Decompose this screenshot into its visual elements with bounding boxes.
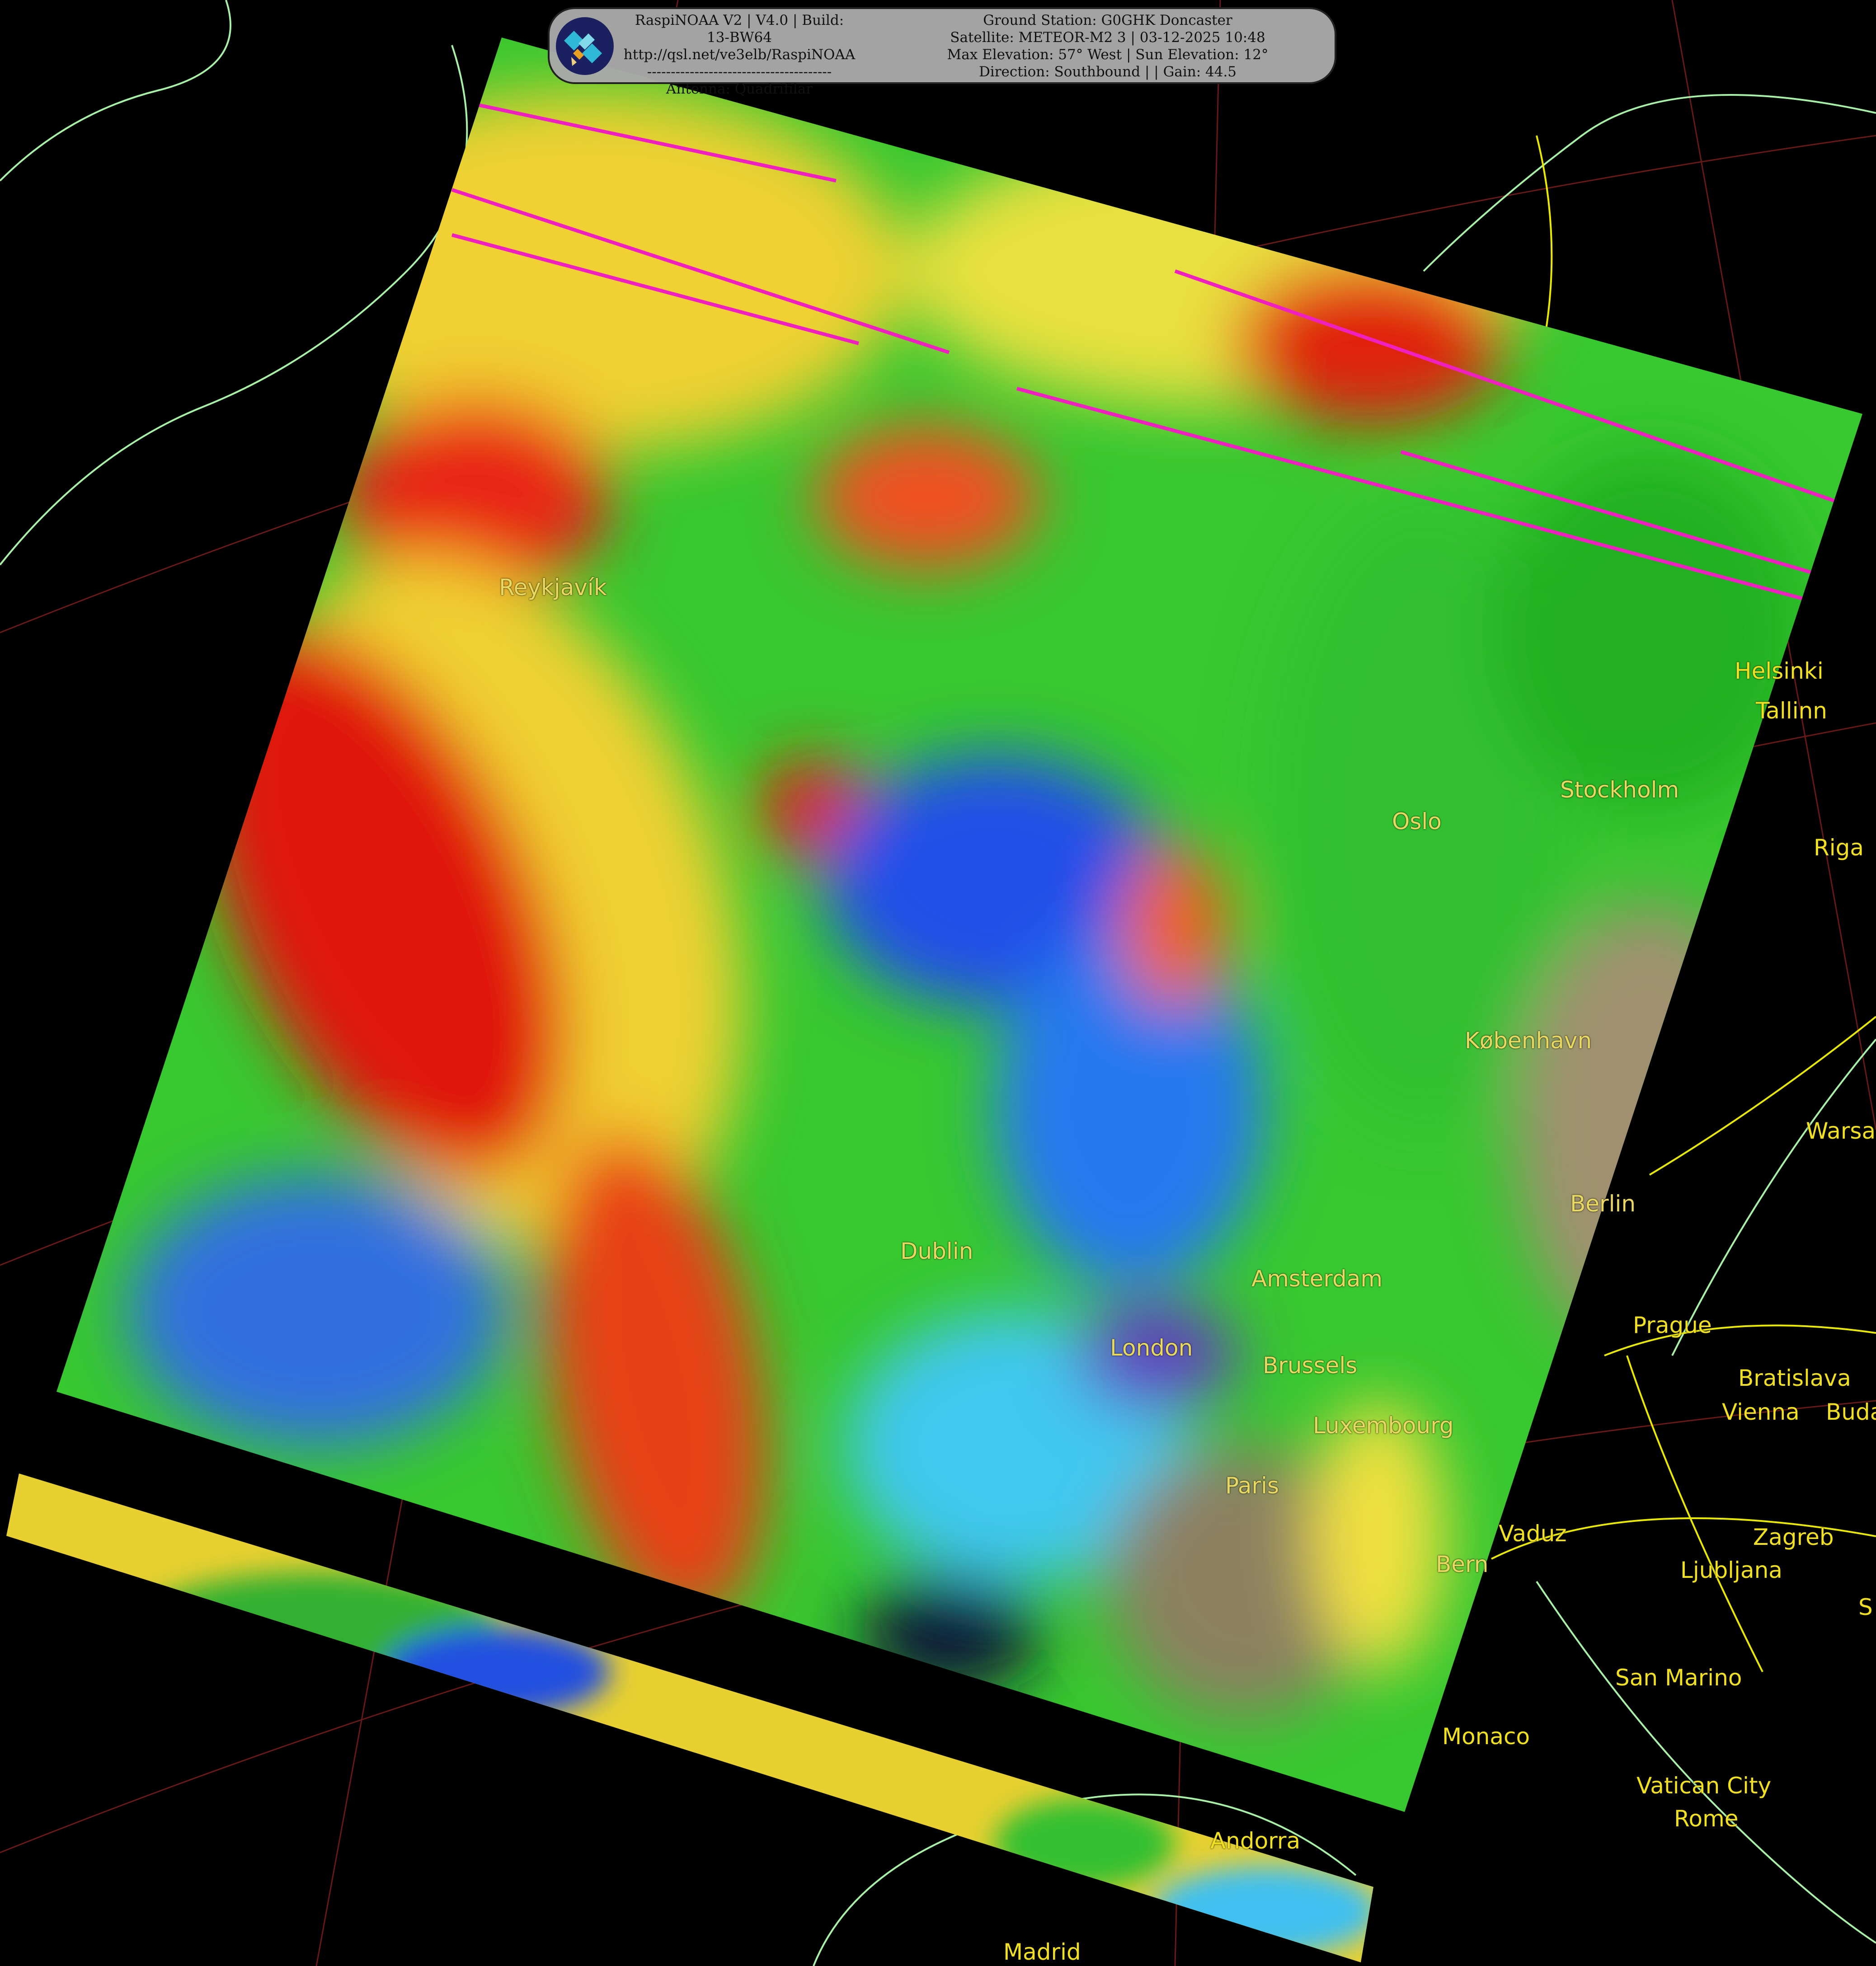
pass-details: Ground Station: G0GHK Doncaster Satellit… [884,12,1331,80]
city-label: Andorra [1210,1828,1301,1854]
city-label: Buda [1826,1399,1876,1425]
city-label: Dublin [900,1238,973,1264]
city-label: San Marino [1615,1665,1742,1691]
city-label: Prague [1633,1312,1712,1338]
city-label: Brussels [1263,1352,1358,1379]
city-label: Vaduz [1499,1520,1567,1547]
city-label: Luxembourg [1313,1412,1454,1439]
noise-lines [451,98,1862,616]
city-label: Madrid [1003,1939,1081,1965]
satellite-datetime: Satellite: METEOR-M2 3 | 03-12-2025 10:4… [950,29,1265,46]
city-label: London [1110,1335,1193,1361]
separator: --------------------------------------- [647,64,832,80]
city-label: Stockholm [1560,777,1679,803]
city-label: Monaco [1442,1723,1530,1750]
elevation-info: Max Elevation: 57° West | Sun Elevation:… [947,47,1269,63]
city-label: Berlin [1570,1191,1636,1217]
antenna-info: Antenna: Quadrifilar [666,81,813,97]
software-info: RaspiNOAA V2 | V4.0 | Build: 13-BW64 htt… [622,12,857,98]
city-label: Tallinn [1756,698,1827,724]
city-label: Paris [1225,1473,1279,1499]
city-label: Vatican City [1636,1773,1772,1799]
city-label: Reykjavík [499,574,607,601]
city-label: S [1858,1594,1873,1620]
city-label: Amsterdam [1251,1266,1383,1292]
city-label: Warsa [1806,1118,1876,1144]
city-label: Helsinki [1735,658,1824,684]
city-label: København [1465,1028,1592,1054]
city-label: Oslo [1392,808,1442,835]
direction-gain: Direction: Southbound | | Gain: 44.5 [978,64,1237,80]
city-label: Bratislava [1738,1365,1851,1391]
satellite-icon [556,17,614,75]
pass-info-header: RaspiNOAA V2 | V4.0 | Build: 13-BW64 htt… [548,7,1336,97]
ground-station: Ground Station: G0GHK Doncaster [983,12,1232,28]
city-label: Zagreb [1753,1524,1834,1550]
city-label: Vienna [1722,1399,1800,1425]
software-version: RaspiNOAA V2 | V4.0 | Build: 13-BW64 [635,12,844,46]
city-label: Bern [1436,1551,1489,1577]
city-label: Ljubljana [1680,1557,1782,1583]
project-url: http://qsl.net/ve3elb/RaspiNOAA [623,47,856,63]
city-label: Riga [1814,835,1864,861]
city-label: Rome [1674,1806,1739,1832]
